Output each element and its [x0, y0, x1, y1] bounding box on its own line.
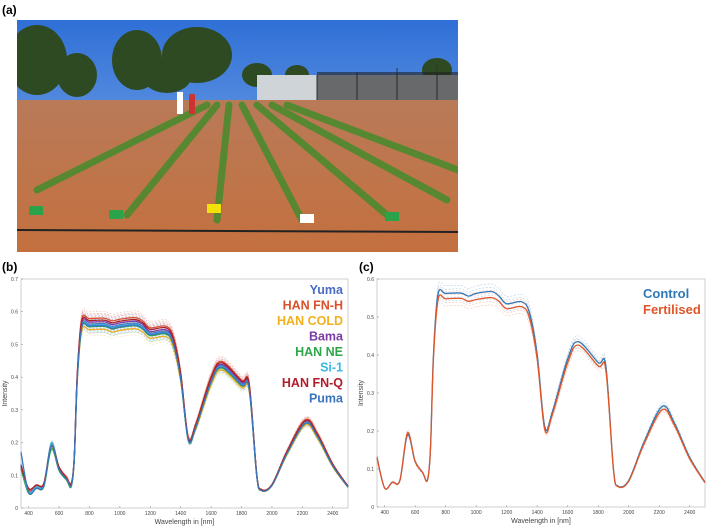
y-tick-label: 0.2	[367, 429, 374, 435]
x-axis-label: Wavelength in [nm]	[155, 519, 215, 526]
legend-entry: Si-1	[320, 361, 343, 375]
y-tick-label: 0.5	[367, 315, 374, 321]
x-tick-label: 2000	[623, 510, 634, 516]
series-std-line	[376, 296, 706, 490]
x-tick-label: 2200	[654, 510, 665, 516]
y-tick-label: 0.1	[11, 473, 18, 479]
x-tick-label: 1200	[501, 510, 512, 516]
panel-label-c: (c)	[359, 260, 374, 274]
series-std-line	[20, 313, 349, 491]
x-tick-label: 1400	[175, 511, 186, 517]
y-tick-label: 0	[15, 506, 18, 512]
field-photo	[17, 20, 458, 252]
legend-entry: HAN COLD	[277, 314, 343, 328]
y-axis-label: Intensity	[2, 380, 9, 407]
y-tick-label: 0.3	[11, 408, 18, 414]
y-tick-label: 0.6	[367, 277, 374, 283]
y-tick-label: 0.5	[11, 342, 18, 348]
legend-entry: HAN FN-H	[283, 299, 343, 313]
series-std-line	[20, 308, 349, 491]
y-tick-label: 0	[371, 505, 374, 511]
legend-entry: Bama	[309, 330, 344, 344]
x-tick-label: 600	[411, 510, 420, 516]
series-line-fertilised	[376, 294, 706, 490]
x-tick-label: 1600	[206, 511, 217, 517]
x-tick-label: 1800	[236, 511, 247, 517]
panel-label-a: (a)	[2, 3, 17, 17]
series-line-puma	[20, 322, 349, 496]
x-tick-label: 600	[55, 511, 64, 517]
y-tick-label: 0.6	[11, 310, 18, 316]
legend-entry: HAN FN-Q	[282, 376, 343, 390]
y-tick-label: 0.3	[367, 391, 374, 397]
panel-label-b: (b)	[2, 260, 18, 274]
x-tick-label: 2400	[684, 510, 695, 516]
x-tick-label: 400	[24, 511, 33, 517]
y-tick-label: 0.1	[367, 467, 374, 473]
chart-c: 400 600 800 1000 1200 1400 1600 1800 2000 2200 240…	[358, 277, 706, 525]
legend-entry: Control	[643, 286, 689, 301]
x-tick-label: 800	[85, 511, 94, 517]
legend-entry: HAN NE	[295, 345, 343, 359]
x-tick-label: 400	[380, 510, 389, 516]
x-tick-label: 1600	[562, 510, 573, 516]
series-std-line	[376, 281, 706, 489]
x-tick-label: 1000	[471, 510, 482, 516]
x-tick-label: 2000	[266, 511, 277, 517]
y-tick-label: 0.7	[11, 277, 18, 283]
y-axis-label: Intensity	[358, 379, 365, 406]
series-std-line	[20, 329, 349, 493]
y-tick-label: 0.4	[367, 353, 374, 359]
x-tick-label: 1000	[114, 511, 125, 517]
x-tick-label: 2400	[327, 511, 338, 517]
x-tick-label: 800	[441, 510, 450, 516]
x-tick-label: 2200	[297, 511, 308, 517]
plot-area	[20, 278, 349, 509]
legend-entry: Puma	[309, 392, 344, 406]
x-axis-label: Wavelength in [nm]	[511, 518, 571, 525]
x-tick-label: 1800	[593, 510, 604, 516]
series-std-line	[376, 287, 706, 489]
y-tick-label: 0.4	[11, 375, 18, 381]
chart-b: 400 600 800 1000 1200 1400 1600 1800 2000 2200 240…	[2, 277, 349, 526]
legend-entry: Yuma	[310, 283, 344, 297]
x-tick-label: 1400	[532, 510, 543, 516]
legend-entry: Fertilised	[643, 302, 701, 317]
y-tick-label: 0.2	[11, 441, 18, 447]
x-tick-label: 1200	[145, 511, 156, 517]
